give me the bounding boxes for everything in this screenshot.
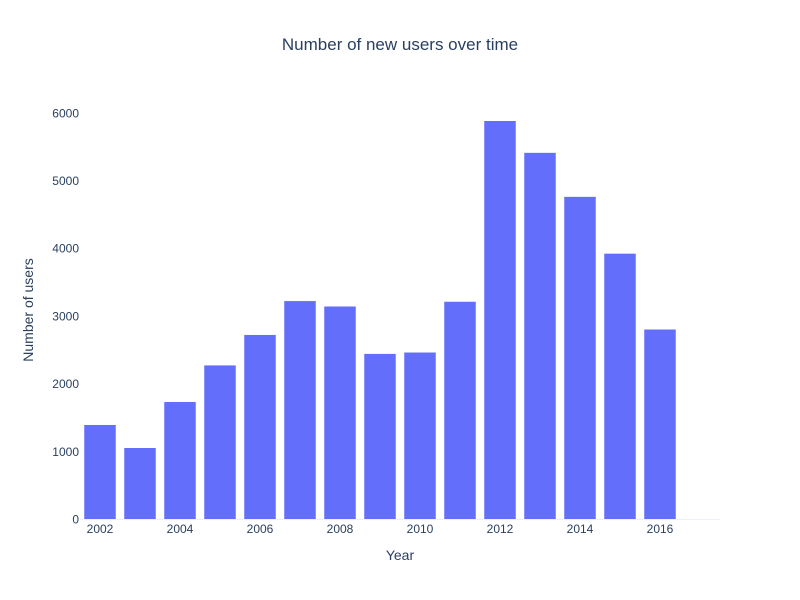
x-tick-label-2002: 2002 <box>87 522 114 536</box>
bar-2016 <box>643 329 677 520</box>
y-tick-label-4000: 4000 <box>52 242 79 256</box>
bar-2010 <box>403 352 437 520</box>
y-axis-ticks: 0 1000 2000 3000 4000 5000 6000 <box>52 106 79 526</box>
y-tick-label-0: 0 <box>72 513 79 527</box>
x-axis-label: Year <box>386 547 415 563</box>
bar-2015 <box>603 253 637 520</box>
x-tick-label-2006: 2006 <box>247 522 274 536</box>
bar-2004 <box>163 401 197 520</box>
bars-group <box>83 120 677 520</box>
bar-2006 <box>243 334 277 520</box>
bar-2008 <box>323 306 357 520</box>
bar-2009 <box>363 353 397 520</box>
x-axis-ticks: 2002 2004 2006 2008 2010 2012 2014 2016 <box>87 522 674 536</box>
bar-2005 <box>203 364 237 520</box>
bar-2013 <box>523 152 557 520</box>
x-tick-label-2016: 2016 <box>647 522 674 536</box>
bar-2011 <box>443 301 477 520</box>
y-axis-label: Number of users <box>20 258 36 361</box>
x-tick-label-2010: 2010 <box>407 522 434 536</box>
x-tick-label-2012: 2012 <box>487 522 514 536</box>
x-tick-label-2014: 2014 <box>567 522 594 536</box>
y-tick-label-3000: 3000 <box>52 309 79 323</box>
bar-2014 <box>563 196 597 520</box>
bar-2007 <box>283 300 317 520</box>
bar-2012 <box>483 120 517 520</box>
x-tick-label-2004: 2004 <box>167 522 194 536</box>
y-tick-label-6000: 6000 <box>52 106 79 120</box>
y-tick-label-5000: 5000 <box>52 174 79 188</box>
chart-title: Number of new users over time <box>282 35 518 54</box>
bar-2003 <box>123 447 157 520</box>
x-tick-label-2008: 2008 <box>327 522 354 536</box>
bar-2002 <box>83 424 117 520</box>
y-tick-label-1000: 1000 <box>52 445 79 459</box>
y-tick-label-2000: 2000 <box>52 377 79 391</box>
